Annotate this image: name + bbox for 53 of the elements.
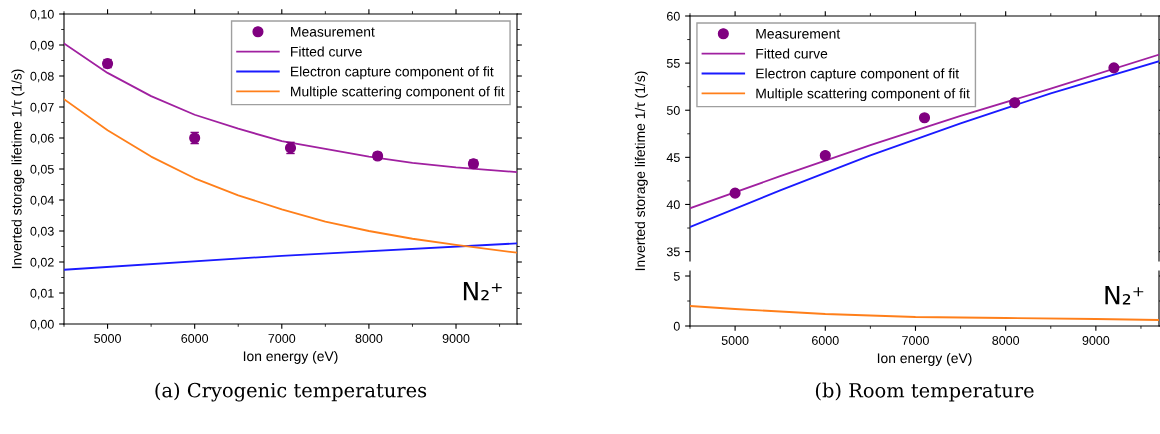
x-tick-label: 7000 [268,334,296,343]
point [1009,97,1021,109]
point [1108,62,1120,74]
line-series [64,42,517,174]
y-tick-label: 0,08 [30,71,54,83]
x-tick-label: 6000 [812,336,839,345]
y-tick-label: 35 [666,247,680,257]
point [729,187,741,199]
y-tick-label: 60 [667,11,680,21]
y-tick-label: 0,02 [30,257,54,269]
point [918,112,931,124]
legend-label: Multiple scattering component of fit [291,86,505,100]
x-tick-label: 5000 [94,334,121,343]
y-tick-label: 55 [666,59,680,68]
y-tick-label: 0,05 [30,164,54,176]
x-tick-label: 9000 [442,334,470,343]
legend-label: Electron capture component of fit [756,68,959,82]
x-tick-label: 5000 [721,336,749,345]
x-tick-label: 8000 [355,334,383,343]
y-tick-label: 0,04 [30,195,54,207]
y-tick-label: 0,06 [30,133,54,145]
x-axis-title: Ion energy (eV) [243,350,338,364]
y-tick-label: 0,03 [30,226,54,238]
legend-label: Measurement [756,29,841,39]
point [819,149,831,162]
y-tick-label: 40 [666,200,680,210]
annotation: N₂⁺ [1105,286,1144,305]
y-tick-label: 0,07 [30,102,54,114]
y-tick-label: 0,10 [30,9,54,21]
y-tick-label: 0,00 [30,319,54,331]
x-tick-label: 7000 [902,336,929,345]
y-axis-title: Inverted storage lifetime 1/τ (1/s) [634,71,648,271]
x-axis-title: Ion energy (eV) [877,352,972,366]
legend-label: Multiple scattering component of fit [756,88,970,102]
y-tick-label: 45 [666,153,680,162]
y-tick-label: 50 [666,106,680,115]
line-series [64,98,517,254]
y-tick-label: 5 [673,271,680,281]
legend-label: Fitted curve [291,46,362,57]
y-tick-label: 0,01 [30,288,54,300]
y-tick-label: 0,09 [30,40,54,52]
x-tick-label: 8000 [992,336,1020,345]
legend-label: Electron capture component of fit [291,66,494,80]
line-series [690,305,1159,321]
x-tick-label: 6000 [181,334,209,343]
text: (b) Room temperature [815,382,1034,402]
y-axis-title: Inverted storage lifetime 1/τ (1/s) [11,69,25,269]
y-tick-label: 0 [673,321,680,331]
text: (a) Cryogenic temperatures [155,382,427,402]
legend-label: Fitted curve [756,48,828,59]
x-tick-label: 9000 [1082,336,1110,345]
annotation: N₂⁺ [463,281,502,301]
legend-label: Measurement [291,27,375,37]
